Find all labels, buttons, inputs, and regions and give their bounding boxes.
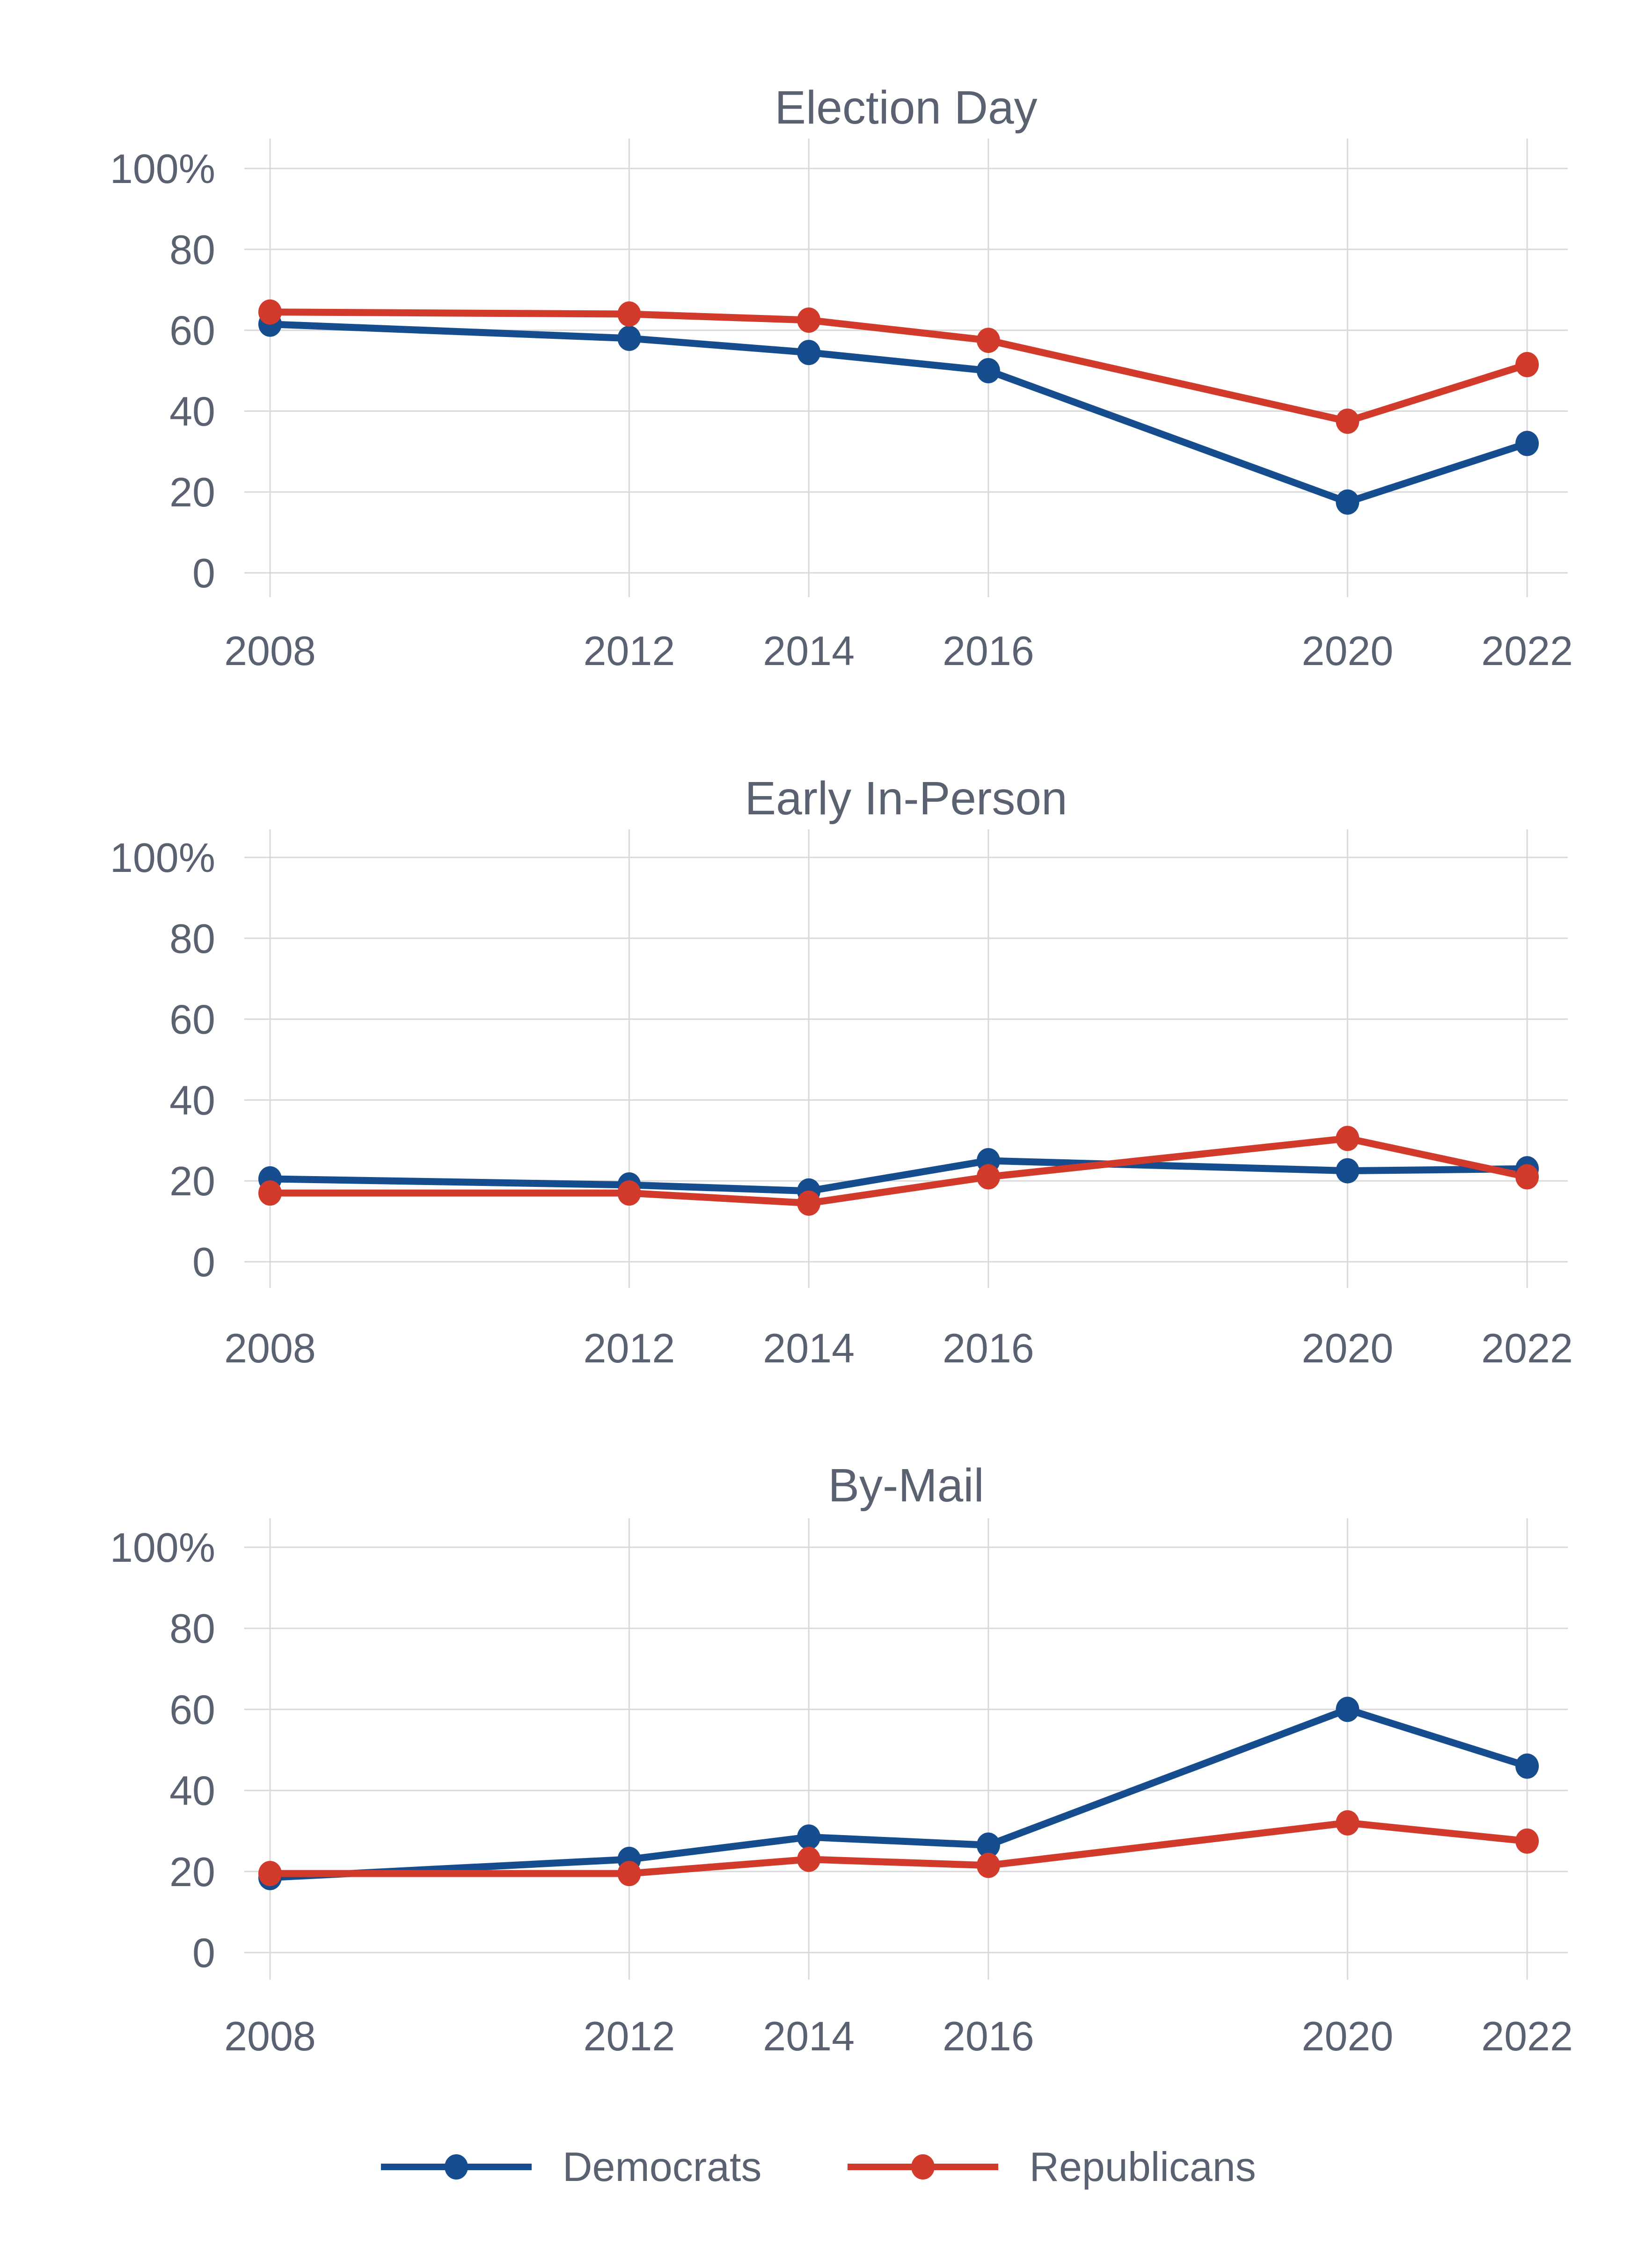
- legend-label-democrats: Democrats: [563, 2144, 762, 2190]
- democrats-marker: [797, 1824, 821, 1850]
- democrats-marker: [797, 340, 821, 366]
- legend-item-republicans: Republicans: [848, 2143, 1256, 2191]
- republicans-marker: [1515, 1828, 1539, 1854]
- legend-label-republicans: Republicans: [1029, 2144, 1256, 2190]
- legend-section: Democrats Republicans: [0, 2097, 1638, 2268]
- chart-title: Early In-Person: [745, 772, 1068, 825]
- early-in-person-plot: 0 20 40 60 80 100% 2008 2012 2014 2016 2020 2022: [110, 829, 1573, 1371]
- republicans-marker: [1515, 352, 1539, 378]
- y-tick-label: 0: [192, 550, 215, 596]
- democrats-marker: [1515, 1753, 1539, 1779]
- republicans-marker: [617, 1861, 641, 1887]
- legend-item-democrats: Democrats: [381, 2143, 761, 2191]
- democrats-line: [266, 1157, 1531, 1195]
- republicans-marker: [1515, 1164, 1539, 1190]
- x-tick-label: 2022: [1481, 628, 1573, 674]
- y-tick-label: 60: [169, 307, 215, 354]
- chart-by-mail: By-Mail 0 20 40 60 80 100% 2008 2012 2014 2016 202…: [0, 1409, 1638, 2097]
- y-tick-label: 80: [169, 915, 215, 962]
- y-tick-label: 80: [169, 1605, 215, 1652]
- x-tick-label: 2012: [584, 1325, 675, 1371]
- republicans-marker: [797, 307, 821, 333]
- y-tick-label: 20: [169, 469, 215, 515]
- y-tick-label: 0: [192, 1239, 215, 1285]
- x-tick-label: 2014: [763, 1325, 855, 1371]
- republicans-marker: [258, 1861, 282, 1887]
- republicans-line: [266, 1134, 1531, 1207]
- x-tick-label: 2008: [224, 1325, 316, 1371]
- chart-early-in-person: Early In-Person 0 20 40 60 80 100% 2008 2012 201…: [0, 721, 1638, 1409]
- y-tick-label: 40: [169, 388, 215, 434]
- republicans-marker: [1336, 1810, 1360, 1836]
- democrats-marker: [1515, 431, 1539, 456]
- chart-title: Election Day: [775, 81, 1038, 134]
- y-tick-label: 0: [192, 1930, 215, 1976]
- y-tick-label: 100%: [110, 834, 215, 881]
- chart-election-day: Election Day 0 20 40 60 80 100% 2008 2012 2014 20…: [0, 0, 1638, 721]
- republicans-marker: [976, 1852, 1000, 1878]
- election-day-plot: 0 20 40 60 80 100% 2008 2012 2014 2016 2020 2022: [110, 139, 1573, 674]
- x-tick-label: 2022: [1481, 2013, 1573, 2059]
- republicans-marker: [797, 1846, 821, 1872]
- x-tick-label: 2020: [1302, 2013, 1393, 2059]
- y-tick-label: 40: [169, 1077, 215, 1123]
- y-tick-label: 60: [169, 996, 215, 1043]
- democrats-line-marker-swatch: [381, 2154, 532, 2180]
- x-tick-label: 2016: [943, 1325, 1034, 1371]
- republicans-marker: [1336, 1126, 1360, 1151]
- x-tick-label: 2012: [584, 628, 675, 674]
- x-tick-label: 2008: [224, 628, 316, 674]
- y-tick-label: 80: [169, 227, 215, 273]
- x-tick-label: 2014: [763, 2013, 855, 2059]
- x-tick-label: 2020: [1302, 628, 1393, 674]
- republicans-marker: [617, 1180, 641, 1206]
- republicans-marker: [797, 1190, 821, 1216]
- democrats-marker: [1336, 1158, 1360, 1184]
- x-tick-label: 2016: [943, 628, 1034, 674]
- y-tick-label: 20: [169, 1158, 215, 1204]
- by-mail-plot: 0 20 40 60 80 100% 2008 2012 2014 2016 2020 2022: [110, 1518, 1573, 2059]
- democrats-marker: [1336, 1697, 1360, 1722]
- democrats-marker: [976, 358, 1000, 383]
- x-tick-label: 2020: [1302, 1325, 1393, 1371]
- republicans-line: [266, 308, 1531, 425]
- democrats-marker: [1336, 489, 1360, 515]
- x-tick-label: 2012: [584, 2013, 675, 2059]
- republicans-line-marker-swatch: [848, 2154, 999, 2180]
- y-tick-label: 20: [169, 1849, 215, 1895]
- republicans-marker: [258, 299, 282, 325]
- republicans-line: [266, 1819, 1531, 1877]
- y-tick-label: 100%: [110, 1524, 215, 1571]
- democrats-marker: [976, 1832, 1000, 1858]
- x-tick-label: 2016: [943, 2013, 1034, 2059]
- x-tick-label: 2008: [224, 2013, 316, 2059]
- republicans-marker: [617, 301, 641, 327]
- x-tick-label: 2014: [763, 628, 855, 674]
- democrats-line: [266, 1705, 1531, 1881]
- republicans-legend-marker: [911, 2154, 935, 2180]
- x-tick-label: 2022: [1481, 1325, 1573, 1371]
- chart-title: By-Mail: [828, 1459, 984, 1512]
- republicans-marker: [1336, 409, 1360, 434]
- y-tick-label: 40: [169, 1768, 215, 1814]
- y-tick-label: 100%: [110, 146, 215, 192]
- legend: Democrats Republicans: [381, 2143, 1256, 2191]
- republicans-marker: [976, 1164, 1000, 1190]
- democrats-marker: [617, 325, 641, 351]
- republicans-marker: [976, 328, 1000, 353]
- republicans-marker: [258, 1180, 282, 1206]
- democrats-legend-marker: [445, 2154, 468, 2180]
- y-tick-label: 60: [169, 1686, 215, 1733]
- democrats-line: [266, 321, 1531, 506]
